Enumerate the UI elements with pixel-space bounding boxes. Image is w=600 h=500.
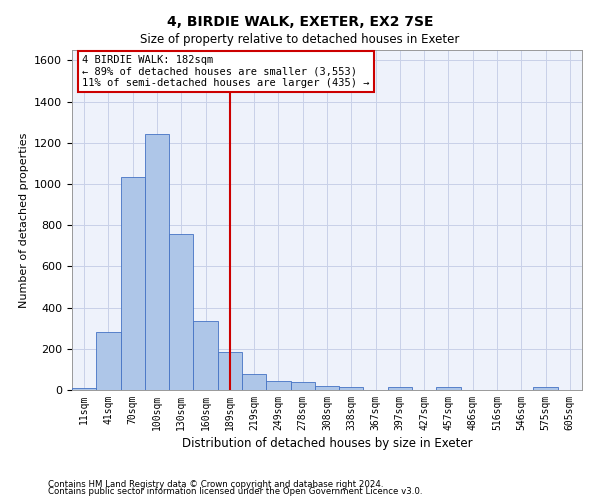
Bar bbox=[339, 388, 364, 390]
Bar bbox=[145, 134, 169, 390]
Bar bbox=[169, 234, 193, 390]
Y-axis label: Number of detached properties: Number of detached properties bbox=[19, 132, 29, 308]
Bar bbox=[315, 386, 339, 390]
Bar bbox=[72, 388, 96, 390]
Bar bbox=[121, 176, 145, 390]
Text: Size of property relative to detached houses in Exeter: Size of property relative to detached ho… bbox=[140, 32, 460, 46]
Text: Contains HM Land Registry data © Crown copyright and database right 2024.: Contains HM Land Registry data © Crown c… bbox=[48, 480, 383, 489]
Bar bbox=[533, 388, 558, 390]
Text: 4, BIRDIE WALK, EXETER, EX2 7SE: 4, BIRDIE WALK, EXETER, EX2 7SE bbox=[167, 15, 433, 29]
Bar bbox=[242, 374, 266, 390]
Bar bbox=[193, 321, 218, 390]
Bar bbox=[290, 382, 315, 390]
Text: Contains public sector information licensed under the Open Government Licence v3: Contains public sector information licen… bbox=[48, 487, 422, 496]
Bar bbox=[96, 332, 121, 390]
Text: 4 BIRDIE WALK: 182sqm
← 89% of detached houses are smaller (3,553)
11% of semi-d: 4 BIRDIE WALK: 182sqm ← 89% of detached … bbox=[82, 55, 370, 88]
Bar bbox=[388, 387, 412, 390]
X-axis label: Distribution of detached houses by size in Exeter: Distribution of detached houses by size … bbox=[182, 437, 472, 450]
Bar bbox=[436, 388, 461, 390]
Bar bbox=[266, 380, 290, 390]
Bar bbox=[218, 352, 242, 390]
